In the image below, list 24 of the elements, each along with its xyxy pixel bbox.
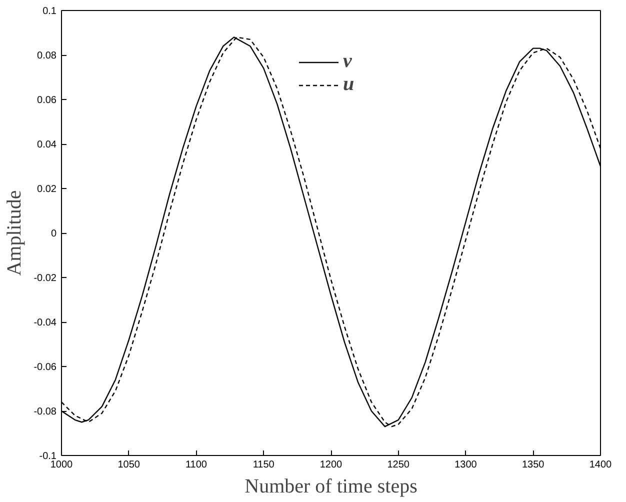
x-axis-title: Number of time steps <box>244 476 418 498</box>
y-tick-label: 0 <box>50 228 57 240</box>
y-tick-label: 0.04 <box>37 140 57 150</box>
y-tick-label: -0.04 <box>34 318 57 328</box>
x-tick-label: 1000 <box>50 460 74 470</box>
x-tick-label: 1200 <box>320 460 343 470</box>
y-tick-label: -0.1 <box>39 451 57 462</box>
legend-label: u <box>343 73 356 96</box>
y-tick-label: -0.08 <box>34 406 57 418</box>
y-tick-label: -0.02 <box>34 273 57 284</box>
x-tick-label: 1050 <box>118 460 140 470</box>
y-tick-label: 0.08 <box>37 50 57 62</box>
legend-label: v <box>343 50 353 73</box>
x-tick-label: 1350 <box>522 460 545 470</box>
y-tick-label: 0.02 <box>37 184 57 195</box>
y-tick-label: -0.06 <box>34 362 57 373</box>
x-tick-label: 1250 <box>387 460 410 470</box>
y-tick-label: 0.1 <box>42 6 57 17</box>
y-tick-label: 0.06 <box>37 95 57 106</box>
x-tick-label: 1150 <box>252 460 275 470</box>
y-axis-title: Amplitude <box>4 190 26 276</box>
x-tick-label: 1400 <box>589 460 612 470</box>
x-tick-label: 1100 <box>186 460 208 470</box>
x-tick-label: 1300 <box>454 460 478 470</box>
